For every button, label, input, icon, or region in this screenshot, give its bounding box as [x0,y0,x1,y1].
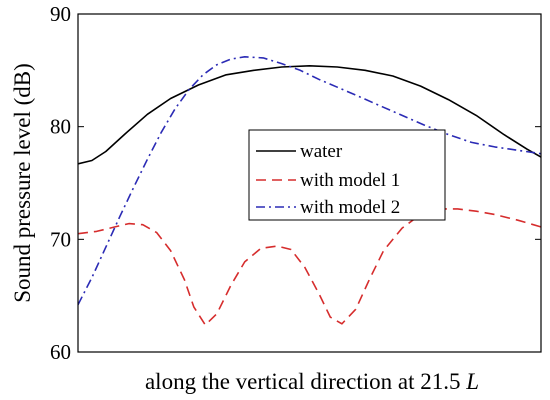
y-tick-label: 90 [50,2,71,26]
y-axis-label: Sound pressure level (dB) [10,63,35,303]
x-axis-label-unit: L [465,369,479,394]
y-tick-label: 70 [50,227,71,251]
legend-label-model-1: with model 1 [300,170,400,191]
legend-label-model-2: with model 2 [300,197,400,218]
legend-box [248,129,446,221]
y-tick-label: 60 [50,340,71,364]
x-axis-label: along the vertical direction at 21.5 L [145,369,479,394]
y-tick-label: 80 [50,115,71,139]
x-axis-label-value: 21.5 [420,369,460,394]
x-axis-label-text: along the vertical direction at [145,369,420,394]
legend-label-water: water [300,141,343,162]
series-line-2 [78,208,541,326]
plot-frame [77,13,542,353]
legend: water with model 1 with model 2 [248,129,446,221]
series-line-1 [78,65,541,165]
y-axis-ticks: 60 70 80 90 [50,2,541,364]
